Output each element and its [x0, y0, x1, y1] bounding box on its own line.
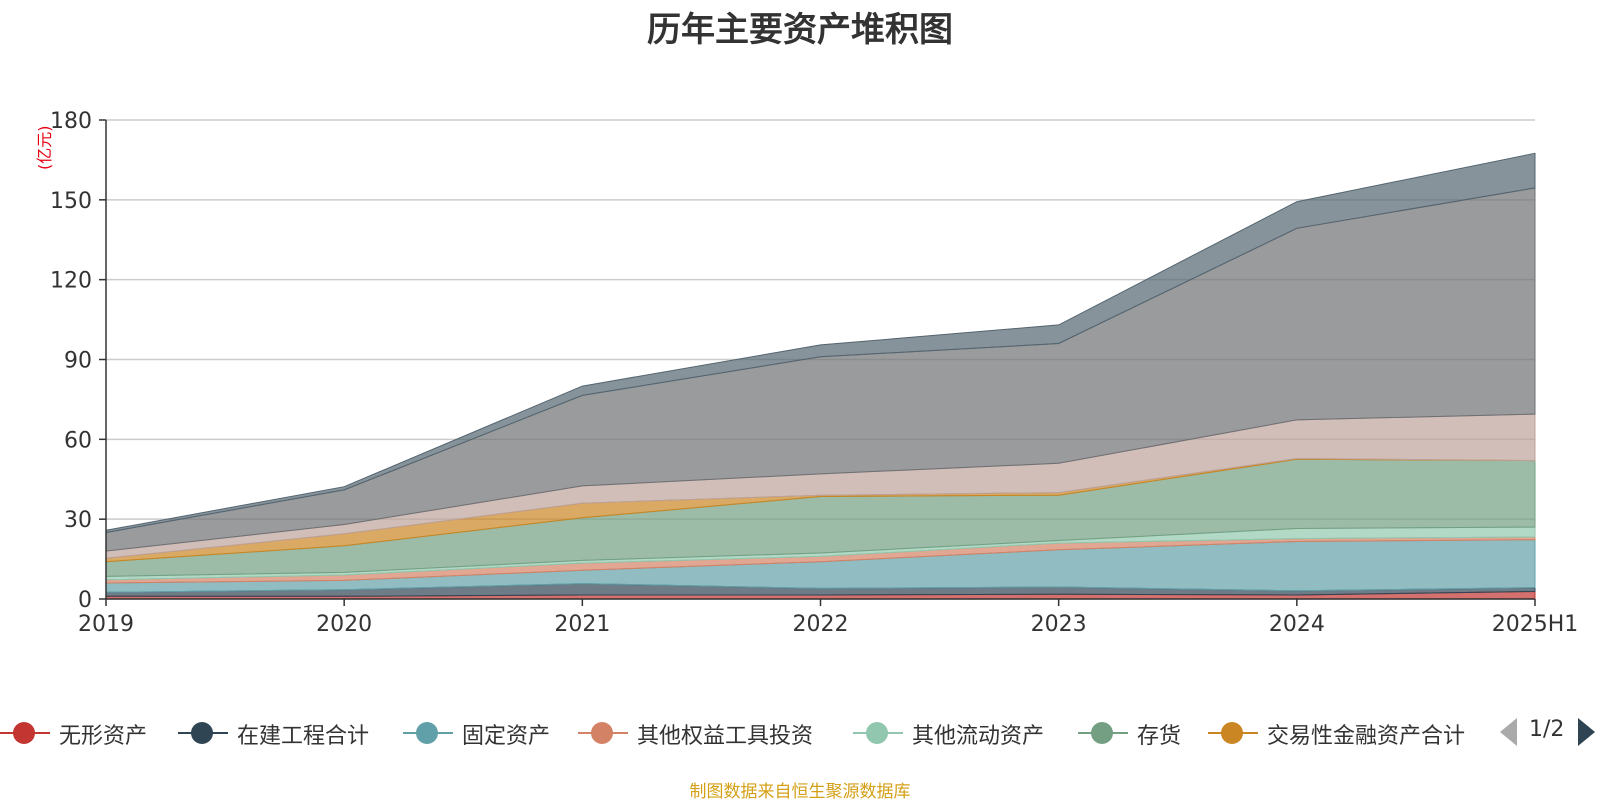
- legend-prev-page-icon[interactable]: [1500, 718, 1517, 746]
- y-tick-label: 0: [78, 588, 92, 613]
- legend-label: 在建工程合计: [237, 724, 370, 749]
- legend-label: 无形资产: [59, 724, 148, 749]
- y-tick-label: 120: [50, 269, 92, 294]
- legend-dot-icon: [1221, 722, 1243, 744]
- legend-label: 其他权益工具投资: [637, 724, 814, 749]
- legend-page-indicator: 1/2: [1529, 717, 1565, 742]
- chart-title: 历年主要资产堆积图: [647, 10, 953, 50]
- legend-dot-icon: [191, 722, 213, 744]
- x-tick-label: 2020: [316, 612, 372, 637]
- legend-dot-icon: [1091, 722, 1113, 744]
- legend-label: 存货: [1137, 724, 1182, 749]
- x-tick-label: 2025H1: [1492, 612, 1579, 637]
- source-note: 制图数据来自恒生聚源数据库: [689, 782, 911, 802]
- y-tick-label: 150: [50, 189, 92, 214]
- x-tick-label: 2022: [793, 612, 849, 637]
- x-tick-label: 2023: [1031, 612, 1087, 637]
- y-tick-label: 30: [64, 508, 92, 533]
- legend-dot-icon: [13, 722, 35, 744]
- legend-label: 其他流动资产: [912, 724, 1045, 749]
- x-tick-label: 2021: [554, 612, 610, 637]
- y-tick-label: 90: [64, 349, 92, 374]
- x-tick-label: 2024: [1269, 612, 1325, 637]
- area-series-9: [105, 152, 1536, 534]
- y-tick-label: 60: [64, 428, 92, 453]
- y-tick-label: 180: [50, 109, 92, 134]
- legend-label: 固定资产: [462, 724, 551, 749]
- legend-label: 交易性金融资产合计: [1267, 724, 1466, 749]
- y-axis-unit-label: (亿元): [31, 122, 55, 171]
- legend-dot-icon: [416, 722, 438, 744]
- x-tick-label: 2019: [78, 612, 134, 637]
- legend-dot-icon: [591, 722, 613, 744]
- y-axis-unit-text: (亿元): [35, 125, 54, 171]
- legend: 无形资产 在建工程合计 固定资产 其他权益工具投资 其他流动资产 存货 交易性金融资产合计: [0, 713, 1600, 753]
- legend-next-page-icon[interactable]: [1578, 718, 1595, 746]
- legend-dot-icon: [866, 722, 888, 744]
